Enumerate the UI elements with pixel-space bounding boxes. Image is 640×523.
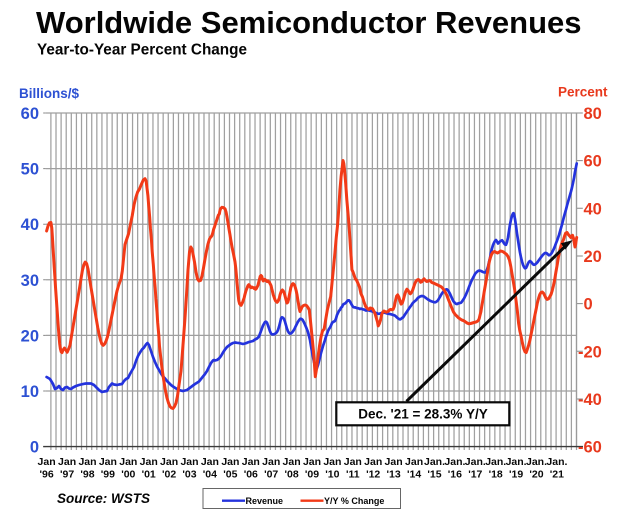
svg-text:60: 60 bbox=[21, 105, 39, 123]
svg-text:Jan: Jan bbox=[99, 456, 117, 468]
svg-text:60: 60 bbox=[584, 153, 602, 171]
svg-text:Jan: Jan bbox=[58, 456, 76, 468]
svg-text:'99: '99 bbox=[101, 469, 115, 481]
svg-text:Jan: Jan bbox=[283, 456, 301, 468]
svg-text:Jan: Jan bbox=[385, 456, 403, 468]
svg-text:'17: '17 bbox=[468, 469, 482, 481]
svg-text:'05: '05 bbox=[223, 469, 237, 481]
svg-text:Revenue: Revenue bbox=[246, 496, 284, 506]
svg-text:0: 0 bbox=[584, 296, 593, 314]
svg-text:'19: '19 bbox=[509, 469, 523, 481]
svg-text:'06: '06 bbox=[244, 469, 258, 481]
svg-text:10: 10 bbox=[21, 383, 39, 401]
svg-text:'97: '97 bbox=[60, 469, 74, 481]
svg-text:Billions/$: Billions/$ bbox=[19, 86, 80, 101]
svg-text:Jan: Jan bbox=[78, 456, 96, 468]
svg-text:Jan: Jan bbox=[405, 456, 423, 468]
svg-text:'04: '04 bbox=[203, 469, 217, 481]
svg-text:Jan: Jan bbox=[119, 456, 137, 468]
svg-text:'11: '11 bbox=[346, 469, 360, 481]
svg-text:30: 30 bbox=[21, 272, 39, 290]
svg-text:Y/Y % Change: Y/Y % Change bbox=[324, 496, 384, 506]
svg-text:40: 40 bbox=[21, 216, 39, 234]
svg-text:Jan: Jan bbox=[323, 456, 341, 468]
svg-text:'10: '10 bbox=[325, 469, 339, 481]
svg-text:Jan: Jan bbox=[160, 456, 178, 468]
svg-text:'14: '14 bbox=[407, 469, 421, 481]
svg-text:'15: '15 bbox=[427, 469, 441, 481]
svg-text:'21: '21 bbox=[550, 469, 564, 481]
svg-text:'18: '18 bbox=[489, 469, 503, 481]
svg-text:'13: '13 bbox=[387, 469, 401, 481]
svg-text:-60: -60 bbox=[578, 439, 602, 457]
svg-text:Jan.: Jan. bbox=[424, 456, 445, 468]
svg-text:'02: '02 bbox=[162, 469, 176, 481]
svg-text:Jan.: Jan. bbox=[506, 456, 527, 468]
svg-text:Jan: Jan bbox=[303, 456, 321, 468]
svg-text:Jan: Jan bbox=[140, 456, 158, 468]
svg-text:-20: -20 bbox=[578, 343, 602, 361]
svg-text:Worldwide Semiconductor Revenu: Worldwide Semiconductor Revenues bbox=[36, 5, 581, 40]
svg-text:'98: '98 bbox=[80, 469, 94, 481]
svg-text:'96: '96 bbox=[40, 469, 54, 481]
svg-text:Jan: Jan bbox=[38, 456, 56, 468]
svg-text:40: 40 bbox=[584, 200, 602, 218]
svg-text:Jan: Jan bbox=[201, 456, 219, 468]
svg-text:Jan.: Jan. bbox=[485, 456, 506, 468]
svg-text:'12: '12 bbox=[366, 469, 380, 481]
svg-text:'08: '08 bbox=[285, 469, 299, 481]
svg-text:'01: '01 bbox=[142, 469, 156, 481]
svg-text:Jan.: Jan. bbox=[465, 456, 486, 468]
svg-text:Jan: Jan bbox=[221, 456, 239, 468]
svg-text:-40: -40 bbox=[578, 391, 602, 409]
svg-text:80: 80 bbox=[584, 105, 602, 123]
svg-text:Jan.: Jan. bbox=[526, 456, 547, 468]
svg-text:'16: '16 bbox=[448, 469, 462, 481]
svg-text:Percent: Percent bbox=[558, 85, 608, 100]
svg-text:Dec. '21 = 28.3% Y/Y: Dec. '21 = 28.3% Y/Y bbox=[358, 407, 487, 422]
svg-text:Jan: Jan bbox=[180, 456, 198, 468]
svg-text:Jan.: Jan. bbox=[546, 456, 567, 468]
svg-text:Jan: Jan bbox=[262, 456, 280, 468]
svg-text:Source: WSTS: Source: WSTS bbox=[57, 491, 150, 506]
svg-text:Year-to-Year Percent Change: Year-to-Year Percent Change bbox=[37, 42, 247, 59]
svg-text:'07: '07 bbox=[264, 469, 278, 481]
svg-text:'03: '03 bbox=[182, 469, 196, 481]
svg-text:'20: '20 bbox=[529, 469, 543, 481]
svg-text:0: 0 bbox=[30, 439, 39, 457]
svg-text:20: 20 bbox=[21, 327, 39, 345]
svg-text:50: 50 bbox=[21, 161, 39, 179]
svg-text:'00: '00 bbox=[121, 469, 135, 481]
svg-text:Jan: Jan bbox=[364, 456, 382, 468]
svg-text:Jan.: Jan. bbox=[444, 456, 465, 468]
svg-text:Jan: Jan bbox=[242, 456, 260, 468]
svg-text:Jan: Jan bbox=[344, 456, 362, 468]
svg-text:20: 20 bbox=[584, 248, 602, 266]
svg-text:'09: '09 bbox=[305, 469, 319, 481]
